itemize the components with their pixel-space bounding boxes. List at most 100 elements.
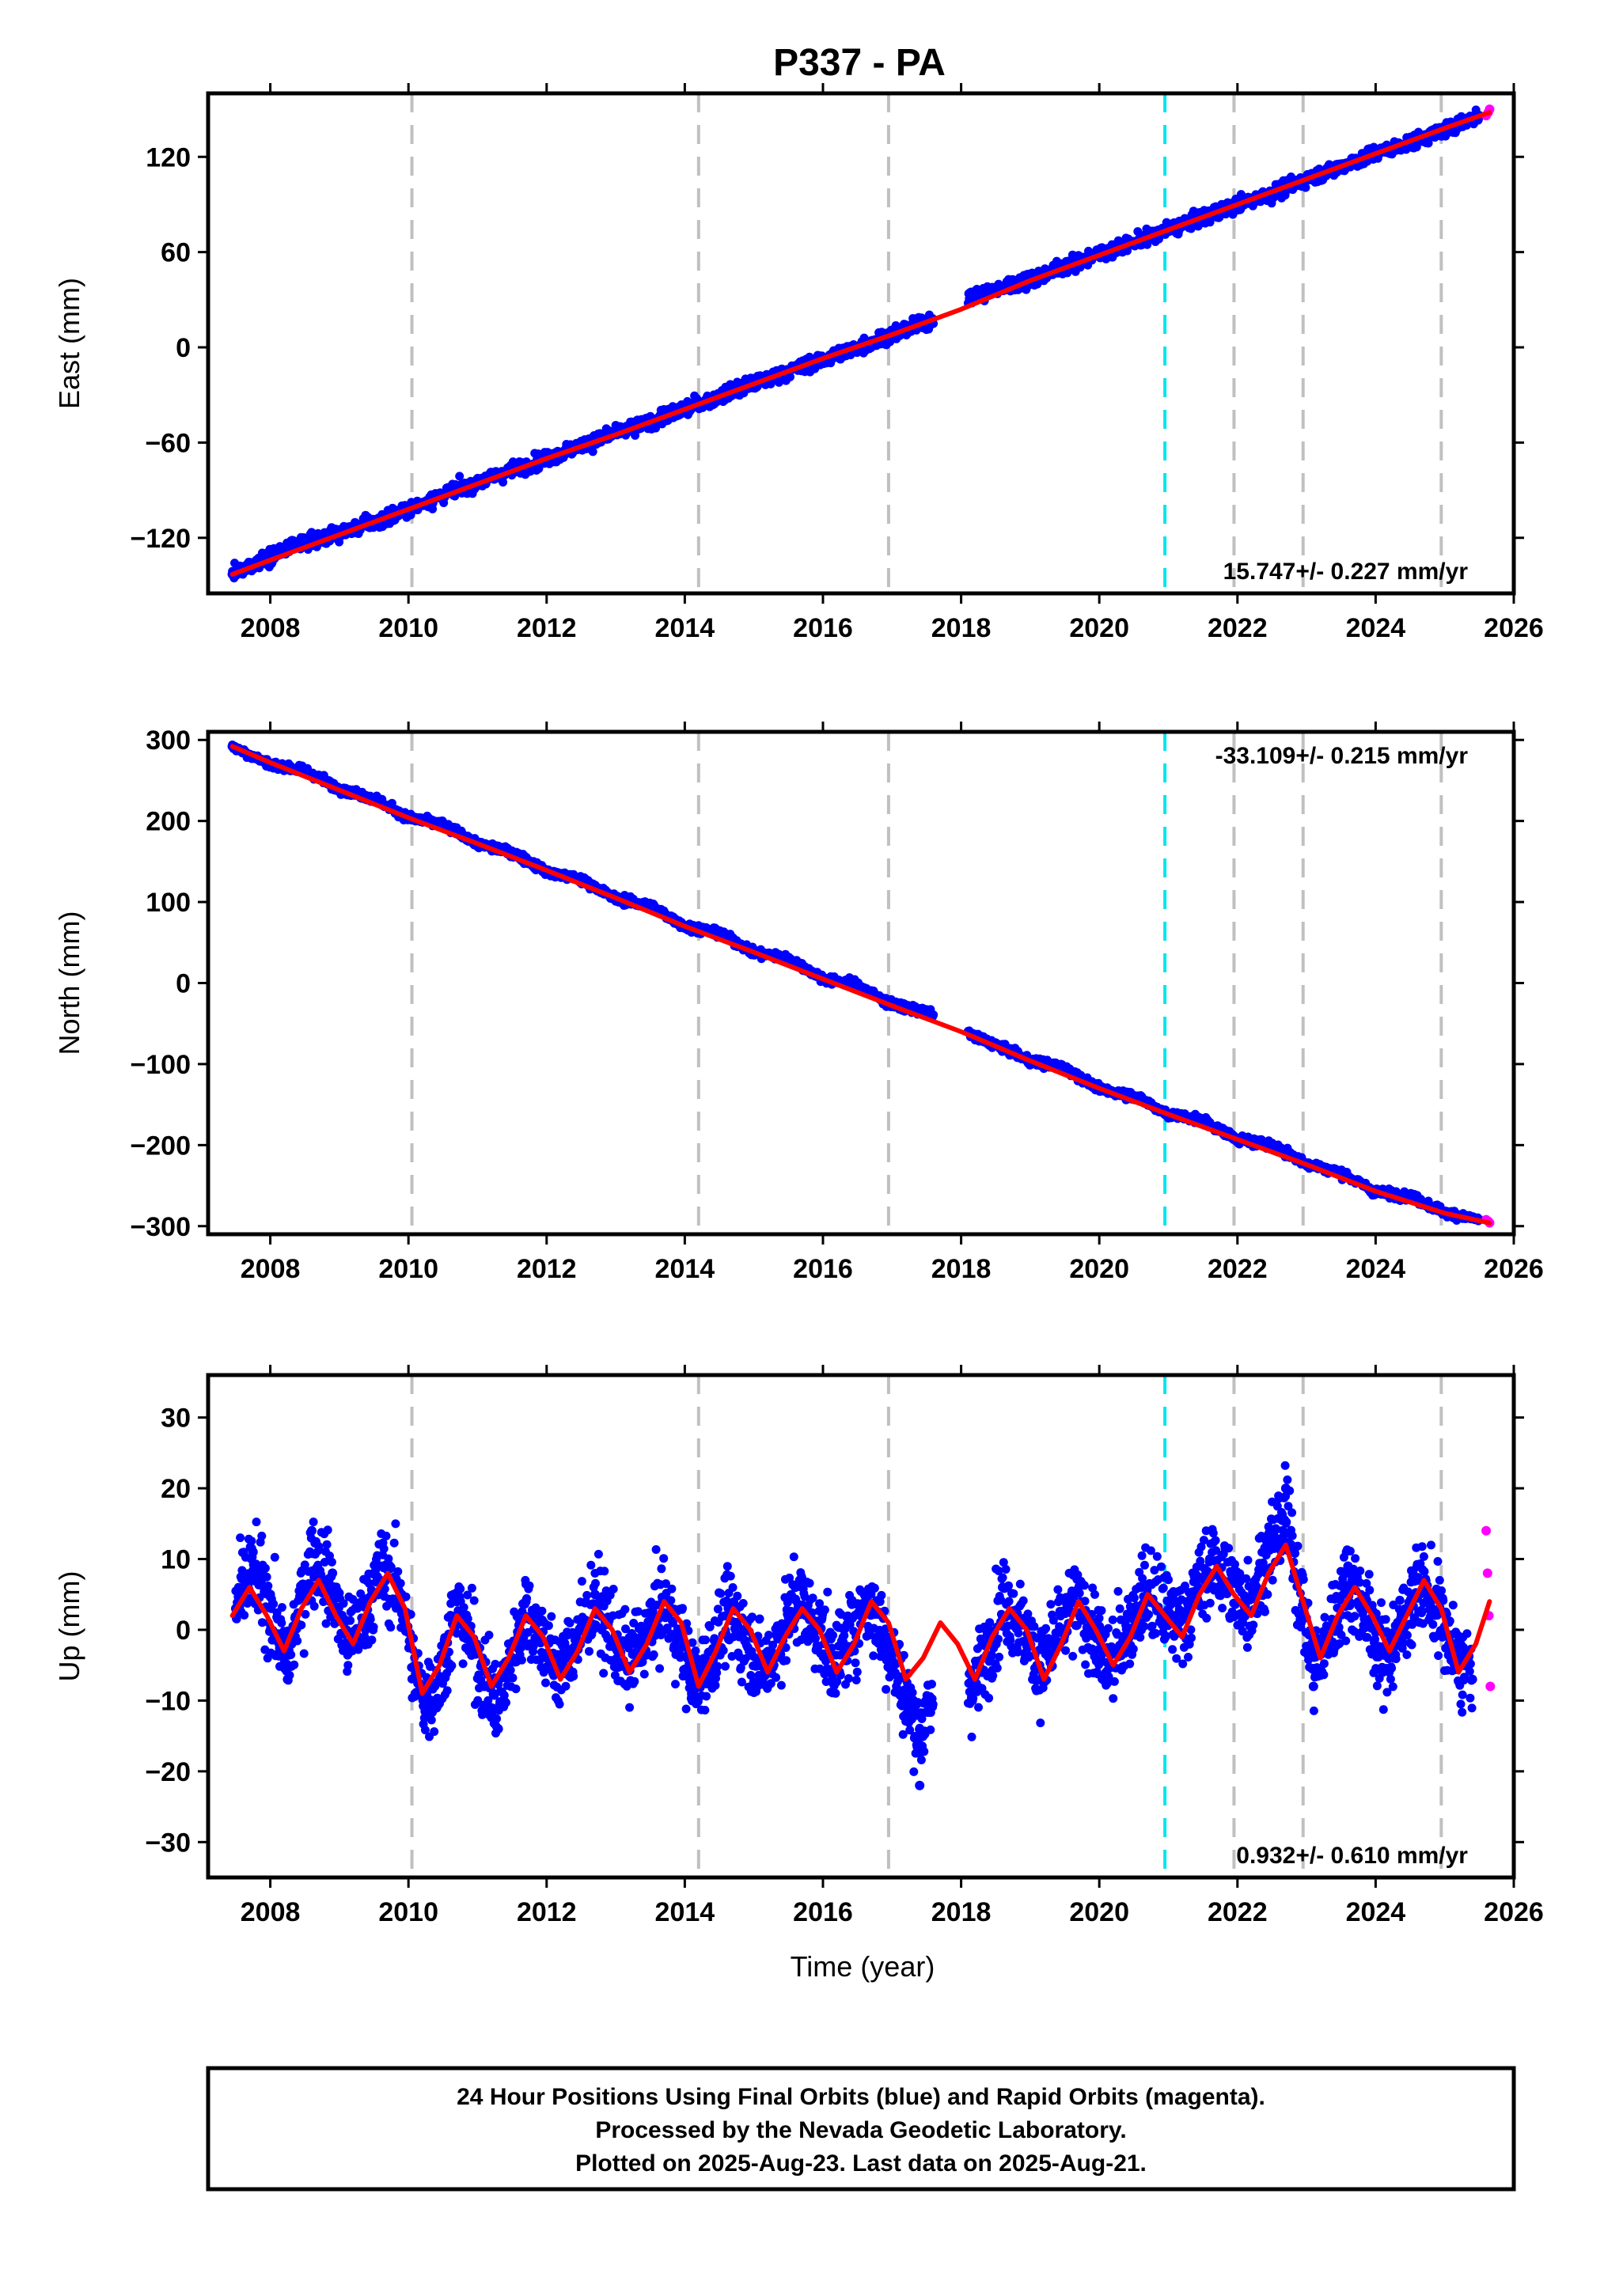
y-tick-label: 300 (146, 726, 191, 756)
final-orbits-point (236, 1533, 245, 1543)
up-panel: 2008 2010 2012 2014 2016 2018 2020 2022 2024 2026… (53, 1365, 1544, 1927)
final-orbits-point (508, 1673, 518, 1683)
final-orbits-point (511, 1684, 521, 1694)
final-orbits-point (240, 1611, 249, 1620)
y-tick-label: 100 (146, 888, 191, 918)
final-orbits-point (323, 1525, 332, 1535)
final-orbits-point (461, 1635, 471, 1643)
final-orbits-point (366, 1615, 375, 1624)
plot-area (227, 732, 1495, 1234)
final-orbits-point (783, 953, 794, 964)
final-orbits-point (262, 1572, 271, 1582)
final-orbits-point (269, 1599, 279, 1608)
y-tick-label: 200 (146, 807, 191, 837)
x-tick-label: 2018 (931, 1254, 992, 1284)
final-orbits-point (380, 1584, 389, 1593)
final-orbits-point (484, 1631, 494, 1640)
final-orbits-point (360, 1632, 370, 1642)
final-orbits-point (339, 1599, 348, 1608)
final-orbits-point (506, 1665, 515, 1675)
final-orbits-point (260, 1563, 270, 1573)
final-orbits-point (426, 1662, 435, 1671)
final-orbits-point (1267, 1140, 1277, 1150)
final-orbits-point (469, 1596, 479, 1605)
panel-frame (206, 91, 1516, 596)
final-orbits-point (343, 1661, 353, 1670)
y-tick-label: −100 (130, 1050, 191, 1080)
model-fit-line (229, 744, 1492, 1226)
final-orbits-point (430, 1727, 439, 1737)
final-orbits-points (230, 1461, 1477, 1790)
final-orbits-point (277, 1603, 286, 1612)
final-orbits-point (379, 1544, 389, 1553)
y-tick-label: 0 (176, 969, 191, 999)
y-tick-label: −60 (145, 428, 191, 458)
final-orbits-point (427, 1715, 436, 1725)
x-tick-label: 2024 (1346, 1254, 1406, 1284)
final-orbits-point (320, 1558, 329, 1567)
final-orbits-point (430, 1681, 440, 1691)
final-orbits-point (277, 1618, 286, 1627)
final-orbits-point (346, 1616, 355, 1625)
final-orbits-point (1198, 1115, 1208, 1125)
y-tick-label: −120 (130, 524, 191, 554)
rate-label: -33.109+/- 0.215 mm/yr (1215, 743, 1469, 769)
final-orbits-point (438, 819, 448, 829)
final-orbits-point (459, 1603, 468, 1612)
final-orbits-point (290, 1660, 299, 1669)
final-orbits-point (257, 1618, 267, 1627)
final-orbits-point (396, 1578, 405, 1588)
x-tick-label: 2020 (1069, 613, 1129, 643)
final-orbits-point (327, 1557, 336, 1567)
east-panel: 2008 2010 2012 2014 2016 2018 2020 2022 2024 2026… (53, 83, 1544, 643)
final-orbits-point (309, 1601, 319, 1611)
final-orbits-point (393, 1567, 403, 1576)
final-orbits-point (293, 1636, 302, 1646)
final-orbits-point (455, 472, 465, 481)
y-tick-label: 120 (146, 142, 191, 172)
x-tick-label: 2008 (241, 1254, 301, 1284)
final-orbits-point (463, 1614, 472, 1623)
final-orbits-point (321, 1619, 331, 1628)
final-orbits-point (447, 1661, 457, 1670)
x-tick-label: 2014 (655, 1254, 715, 1284)
final-orbits-point (309, 1517, 318, 1527)
final-orbits-point (300, 1560, 309, 1570)
final-orbits-point (286, 1650, 296, 1659)
final-orbits-point (314, 1542, 324, 1552)
x-tick-label: 2020 (1069, 1254, 1129, 1284)
final-orbits-point (386, 1623, 396, 1632)
x-tick-label: 2026 (1484, 1254, 1544, 1284)
y-tick-label: −200 (130, 1131, 191, 1161)
final-orbits-point (1205, 218, 1215, 227)
final-orbits-point (502, 1698, 510, 1707)
final-orbits-point (270, 1552, 279, 1562)
final-orbits-point (921, 1006, 931, 1017)
x-tick-label: 2018 (931, 613, 992, 643)
final-orbits-point (1301, 183, 1310, 192)
final-orbits-point (467, 1583, 476, 1593)
x-tick-label: 2014 (655, 613, 715, 643)
y-tick-label: 60 (161, 238, 191, 268)
final-orbits-point (929, 1010, 939, 1020)
y-tick-label: 0 (176, 333, 191, 363)
final-orbits-point (369, 1623, 378, 1631)
plot-area (229, 1375, 1496, 1877)
final-orbits-point (1405, 1191, 1416, 1201)
final-orbits-point (852, 979, 863, 990)
final-orbits-point (356, 1589, 366, 1598)
model-fit-line (229, 110, 1492, 577)
x-tick-label: 2012 (517, 613, 577, 643)
north-panel: 2008 2010 2012 2014 2016 2018 2020 2022 2024 2026… (53, 722, 1544, 1284)
final-orbits-point (499, 478, 508, 487)
final-orbits-point (299, 1649, 309, 1658)
final-orbits-point (348, 1595, 358, 1604)
x-tick-label: 2022 (1208, 1254, 1268, 1284)
final-orbits-point (297, 1620, 306, 1630)
final-orbits-point (715, 928, 725, 938)
plot-area (227, 93, 1495, 593)
final-orbits-point (456, 1584, 465, 1593)
x-tick-label: 2016 (793, 1254, 853, 1284)
x-tick-label: 2024 (1346, 613, 1406, 643)
